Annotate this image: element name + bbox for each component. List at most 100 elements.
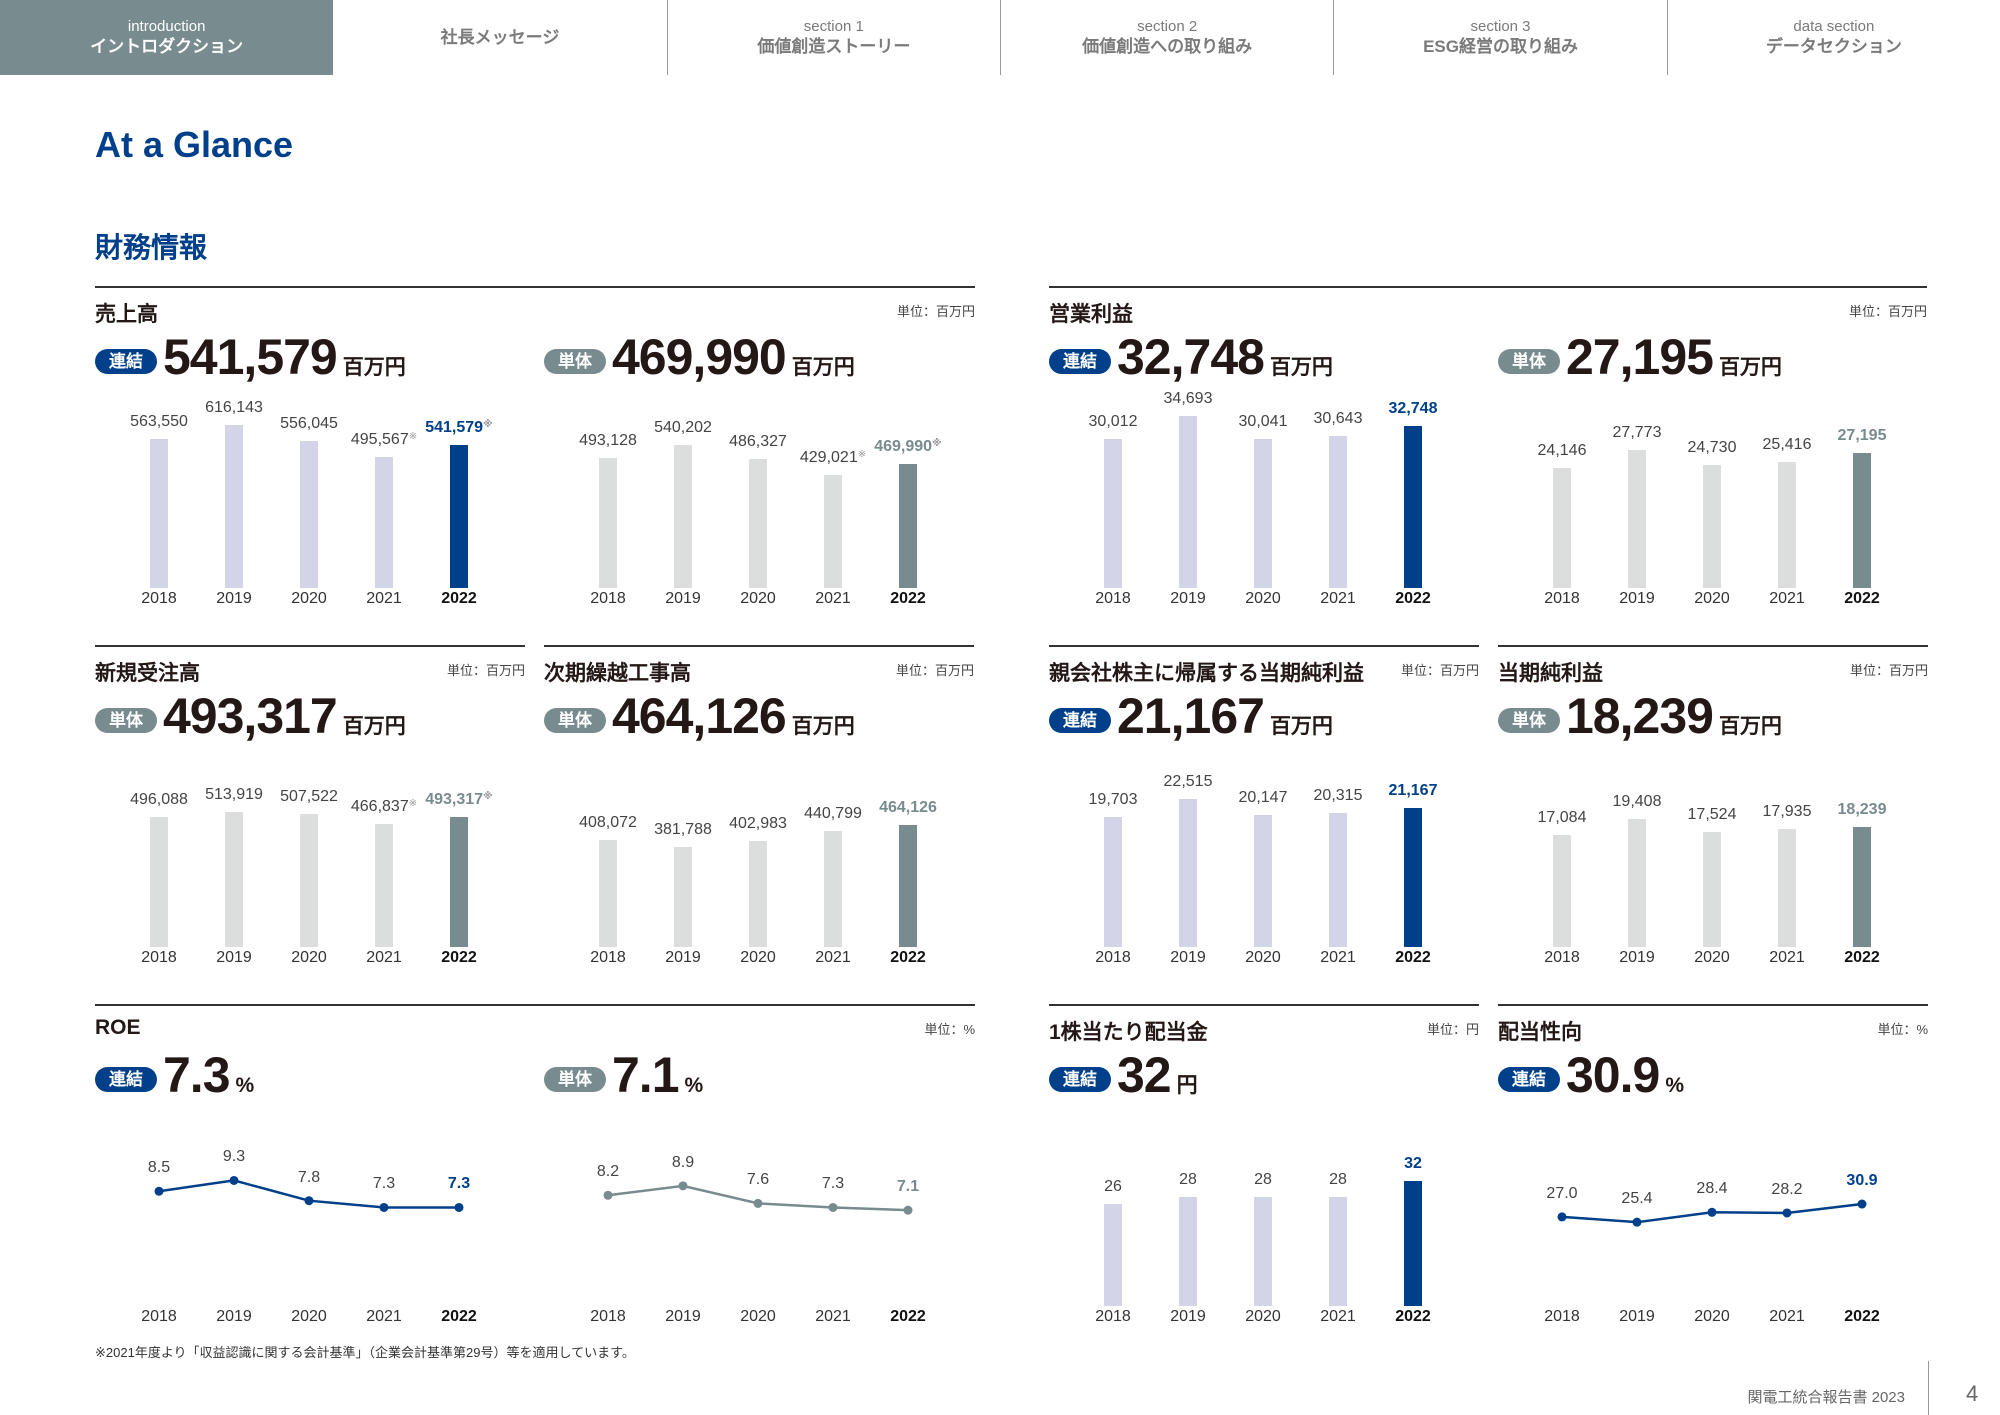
chart-bar: 連結 32,748 百万円 30,012 2018 34,693 2019 30,041 20… bbox=[1049, 288, 1479, 638]
headline-number: 493,317 bbox=[163, 688, 338, 744]
tab-section-label: section 3 bbox=[1470, 18, 1531, 35]
year-label: 2020 bbox=[1694, 590, 1730, 607]
headline-value: 21,167 百万円 bbox=[1117, 687, 1333, 745]
year-label: 2022 bbox=[441, 1308, 477, 1325]
data-point bbox=[603, 1190, 613, 1200]
headline-unit: % bbox=[1665, 1074, 1685, 1097]
year-label: 2020 bbox=[740, 949, 776, 966]
tab-section-label: introduction bbox=[127, 18, 206, 35]
value-label: 21,167 bbox=[1388, 781, 1438, 799]
value-label: 408,072 bbox=[579, 813, 637, 831]
value-label: 32 bbox=[1404, 1155, 1422, 1172]
value-label: 30.9 bbox=[1846, 1172, 1878, 1190]
year-label: 2021 bbox=[815, 590, 851, 607]
bar bbox=[1254, 814, 1272, 947]
bar bbox=[225, 812, 243, 947]
tab-label: データセクション bbox=[1765, 37, 1902, 56]
year-label: 2021 bbox=[1769, 590, 1805, 607]
headline-value: 469,990 百万円 bbox=[612, 328, 855, 386]
value-label: 28 bbox=[1254, 1170, 1272, 1188]
bar bbox=[375, 824, 393, 947]
data-point bbox=[379, 1202, 389, 1212]
tab-3[interactable]: section 2 価値創造への取り組み bbox=[1000, 0, 1333, 75]
year-label: 2019 bbox=[665, 949, 701, 966]
scope-badge: 単体 bbox=[544, 1067, 606, 1092]
value-label: 7.6 bbox=[746, 1171, 770, 1189]
year-label: 2022 bbox=[890, 949, 926, 966]
year-label: 2018 bbox=[141, 590, 177, 607]
unit-label: 単位：百万円 bbox=[1849, 663, 1928, 678]
year-label: 2018 bbox=[1544, 1308, 1580, 1325]
year-label: 2019 bbox=[1170, 590, 1206, 607]
tab-5[interactable]: data section データセクション bbox=[1666, 0, 2000, 75]
chart-bar: 連結 32 円 26 2018 28 2019 28 2020 28 2021 32 2022 bbox=[1049, 1006, 1479, 1356]
chart-bar: 単体 18,239 百万円 17,084 2018 19,408 2019 17,524 20… bbox=[1498, 647, 1928, 997]
year-label: 2022 bbox=[1844, 590, 1880, 607]
year-label: 2020 bbox=[291, 1308, 327, 1325]
group-title: 1株当たり配当金 bbox=[1049, 1021, 1208, 1044]
headline-unit: 百万円 bbox=[791, 715, 855, 738]
scope-badge: 単体 bbox=[95, 708, 157, 733]
year-label: 2022 bbox=[890, 590, 926, 607]
year-label: 2022 bbox=[1844, 1308, 1880, 1325]
year-label: 2018 bbox=[1095, 949, 1131, 966]
value-label: 28.4 bbox=[1696, 1180, 1728, 1198]
year-label: 2019 bbox=[216, 590, 252, 607]
bar bbox=[1553, 468, 1571, 588]
bar bbox=[674, 846, 692, 947]
year-label: 2019 bbox=[216, 1308, 252, 1325]
headline-number: 7.1 bbox=[612, 1047, 680, 1103]
data-point bbox=[229, 1175, 239, 1185]
unit-label: 単位：百万円 bbox=[895, 663, 974, 678]
group-title: 当期純利益 bbox=[1498, 662, 1603, 685]
chart-group: 親会社株主に帰属する当期純利益 単位：百万円 連結 21,167 百万円 19,70… bbox=[1049, 645, 1479, 995]
tab-0[interactable]: introduction イントロダクション bbox=[0, 0, 334, 75]
bar bbox=[1254, 439, 1272, 588]
value-label: 28.2 bbox=[1771, 1180, 1803, 1198]
value-label: 8.5 bbox=[147, 1159, 171, 1177]
group-title: 配当性向 bbox=[1498, 1021, 1582, 1044]
value-label: 34,693 bbox=[1163, 390, 1213, 407]
value-label: 513,919 bbox=[205, 786, 263, 803]
value-label: 28 bbox=[1179, 1170, 1197, 1188]
chart-group: 次期繰越工事高 単位：百万円 単体 464,126 百万円 408,072 2018 3… bbox=[544, 645, 974, 995]
value-label: 18,239 bbox=[1837, 801, 1887, 819]
year-label: 2018 bbox=[141, 949, 177, 966]
value-label: 27,195 bbox=[1837, 427, 1887, 445]
page-title: At a Glance bbox=[95, 124, 294, 165]
unit-label: 単位：% bbox=[1877, 1022, 1928, 1037]
note-mark: ※ bbox=[483, 791, 493, 803]
value-label: 466,837※ bbox=[350, 798, 418, 816]
year-label: 2021 bbox=[1320, 590, 1356, 607]
tab-4[interactable]: section 3 ESG経営の取り組み bbox=[1333, 0, 1666, 75]
chart-group: ROE 単位：% 連結 7.3% 8.5 2018 9.3 2019 7.8 2020 7.3… bbox=[95, 1004, 975, 1354]
value-label: 25.4 bbox=[1621, 1190, 1653, 1208]
bar bbox=[450, 444, 468, 588]
tab-label: 価値創造ストーリー bbox=[757, 37, 911, 56]
value-label: 24,730 bbox=[1687, 439, 1737, 457]
value-label: 32,748 bbox=[1388, 399, 1438, 417]
headline-unit: 百万円 bbox=[1269, 356, 1333, 379]
year-label: 2021 bbox=[1320, 949, 1356, 966]
bar bbox=[1104, 817, 1122, 947]
bar bbox=[749, 459, 767, 588]
unit-label: 単位：百万円 bbox=[896, 304, 975, 319]
bar bbox=[1703, 465, 1721, 588]
bar bbox=[1404, 807, 1422, 947]
headline-unit: 円 bbox=[1176, 1074, 1198, 1097]
year-label: 2018 bbox=[1544, 590, 1580, 607]
footnote: ※2021年度より「収益認識に関する会計基準」（企業会計基準第29号）等を適用し… bbox=[95, 1345, 635, 1360]
year-label: 2020 bbox=[291, 590, 327, 607]
value-label: 9.3 bbox=[222, 1148, 246, 1166]
tab-2[interactable]: section 1 価値創造ストーリー bbox=[666, 0, 1000, 75]
scope-badge: 単体 bbox=[1498, 349, 1560, 374]
year-label: 2022 bbox=[441, 590, 477, 607]
data-point bbox=[304, 1196, 314, 1206]
tab-1[interactable]: 社長メッセージ bbox=[333, 0, 666, 75]
tab-section-label: section 1 bbox=[803, 18, 864, 35]
value-label: 440,799 bbox=[804, 805, 862, 823]
footer-report-title: 関電工統合報告書 2023 bbox=[1747, 1389, 1905, 1406]
value-label: 30,012 bbox=[1088, 413, 1138, 431]
bar bbox=[1778, 461, 1796, 588]
section-nav: introduction イントロダクション 社長メッセージ section 1 価値創… bbox=[0, 0, 2000, 75]
